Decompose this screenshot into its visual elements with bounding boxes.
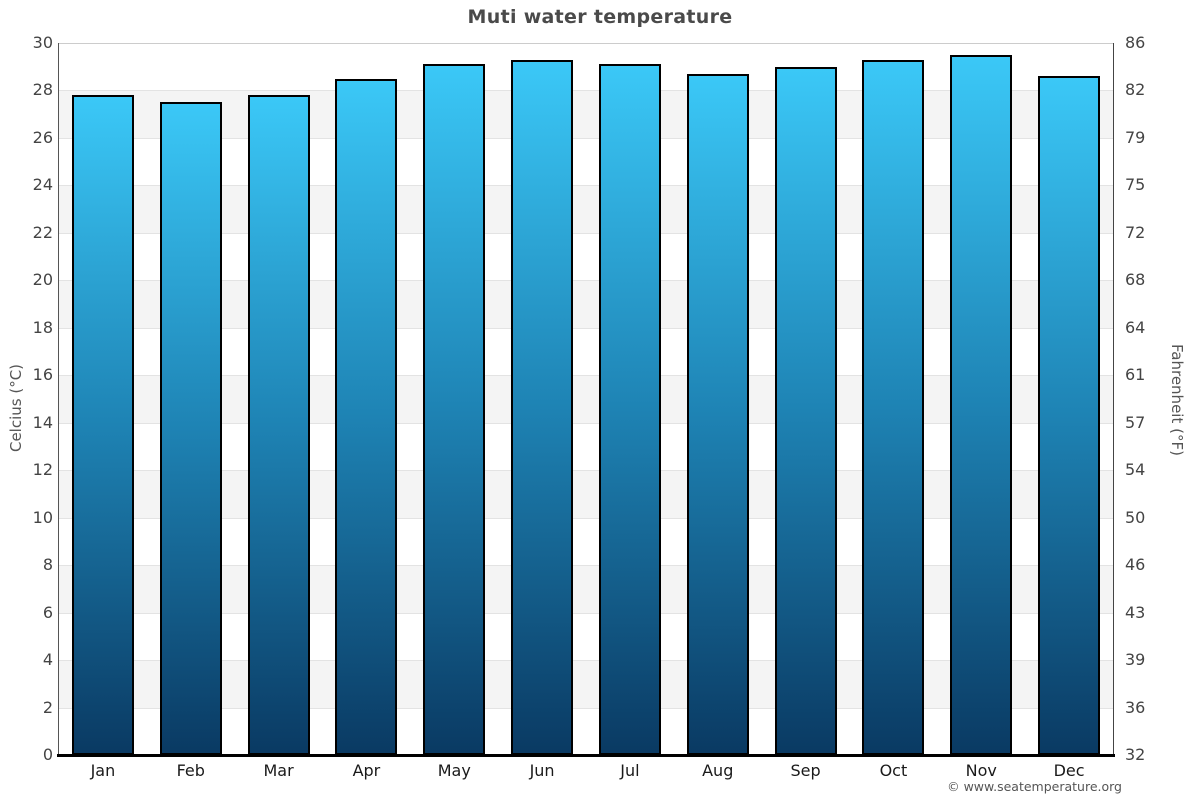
ytick-fahrenheit-57: 57	[1125, 412, 1146, 432]
xtick-jul: Jul	[620, 761, 640, 780]
gridline	[59, 517, 1113, 519]
ytick-celsius-2: 2	[42, 697, 53, 717]
plot-band	[59, 612, 1113, 661]
plot-band	[59, 185, 1113, 233]
gridline	[59, 565, 1113, 567]
ytick-fahrenheit-39: 39	[1125, 650, 1146, 670]
plot-band	[59, 90, 1113, 138]
xtick-jan: Jan	[90, 761, 116, 780]
ytick-fahrenheit-79: 79	[1125, 127, 1146, 147]
x-axis-line	[57, 754, 1115, 757]
xtick-sep: Sep	[790, 761, 821, 780]
xtick-jun: Jun	[529, 761, 555, 780]
bar-feb	[159, 102, 222, 755]
plot-band	[59, 43, 1113, 91]
ytick-celsius-26: 26	[32, 127, 53, 147]
ytick-fahrenheit-86: 86	[1125, 33, 1146, 52]
plot-band	[59, 422, 1113, 471]
plot-band	[59, 280, 1113, 328]
xtick-apr: Apr	[352, 761, 381, 780]
gridline	[59, 612, 1113, 614]
xtick-dec: Dec	[1053, 761, 1085, 780]
bar-apr	[335, 78, 398, 755]
ytick-fahrenheit-32: 32	[1125, 745, 1146, 764]
plot-band	[59, 375, 1113, 423]
ytick-fahrenheit-68: 68	[1125, 270, 1146, 290]
gridline	[59, 137, 1113, 139]
ytick-fahrenheit-61: 61	[1125, 365, 1146, 385]
bar-jan	[71, 95, 134, 755]
xtick-nov: Nov	[965, 761, 997, 780]
plot-band	[59, 707, 1113, 755]
attribution: © www.seatemperature.org	[947, 779, 1122, 794]
gridline	[59, 327, 1113, 329]
ytick-fahrenheit-36: 36	[1125, 697, 1146, 717]
gridline	[59, 422, 1113, 424]
y-axis-line-right	[1113, 43, 1114, 755]
chart-title: Muti water temperature	[467, 6, 733, 28]
bar-jul	[598, 64, 661, 755]
bar-sep	[774, 66, 837, 755]
bar-jun	[511, 59, 574, 755]
ytick-celsius-22: 22	[32, 222, 53, 242]
ytick-celsius-28: 28	[32, 80, 53, 100]
gridline	[59, 470, 1113, 472]
gridline	[59, 90, 1113, 92]
plot-area	[59, 43, 1113, 755]
ytick-celsius-30: 30	[32, 33, 53, 52]
bar-mar	[247, 95, 310, 755]
plot-band	[59, 232, 1113, 281]
plot-top-border	[59, 43, 1113, 44]
gridline	[59, 660, 1113, 662]
xtick-may: May	[437, 761, 471, 780]
gridline	[59, 707, 1113, 709]
xtick-oct: Oct	[879, 761, 908, 780]
plot-band	[59, 565, 1113, 613]
plot-band	[59, 660, 1113, 708]
plot-band	[59, 517, 1113, 566]
ytick-celsius-18: 18	[32, 317, 53, 337]
y-axis-label-fahrenheit: Fahrenheit (°F)	[1168, 344, 1186, 456]
plot-band	[59, 137, 1113, 186]
xtick-mar: Mar	[263, 761, 294, 780]
ytick-celsius-0: 0	[42, 745, 53, 764]
gridline	[59, 185, 1113, 187]
ytick-celsius-24: 24	[32, 175, 53, 195]
ytick-celsius-20: 20	[32, 270, 53, 290]
ytick-celsius-14: 14	[32, 412, 53, 432]
bar-nov	[950, 54, 1013, 755]
ytick-celsius-10: 10	[32, 507, 53, 527]
ytick-celsius-6: 6	[42, 602, 53, 622]
gridline	[59, 232, 1113, 234]
ytick-fahrenheit-72: 72	[1125, 222, 1146, 242]
xtick-aug: Aug	[702, 761, 734, 780]
ytick-fahrenheit-64: 64	[1125, 317, 1146, 337]
ytick-celsius-16: 16	[32, 365, 53, 385]
ytick-fahrenheit-75: 75	[1125, 175, 1146, 195]
ytick-fahrenheit-50: 50	[1125, 507, 1146, 527]
ytick-fahrenheit-54: 54	[1125, 460, 1146, 480]
ytick-fahrenheit-46: 46	[1125, 555, 1146, 575]
plot-band	[59, 327, 1113, 376]
bar-may	[423, 64, 486, 755]
xtick-feb: Feb	[176, 761, 205, 780]
bar-oct	[862, 59, 925, 755]
gridline	[59, 375, 1113, 377]
bar-aug	[686, 73, 749, 755]
gridline	[59, 280, 1113, 282]
ytick-celsius-12: 12	[32, 460, 53, 480]
ytick-fahrenheit-43: 43	[1125, 602, 1146, 622]
plot-band	[59, 470, 1113, 518]
bar-dec	[1038, 76, 1101, 755]
ytick-celsius-4: 4	[42, 650, 53, 670]
ytick-celsius-8: 8	[42, 555, 53, 575]
y-axis-line-left	[58, 43, 59, 755]
ytick-fahrenheit-82: 82	[1125, 80, 1146, 100]
